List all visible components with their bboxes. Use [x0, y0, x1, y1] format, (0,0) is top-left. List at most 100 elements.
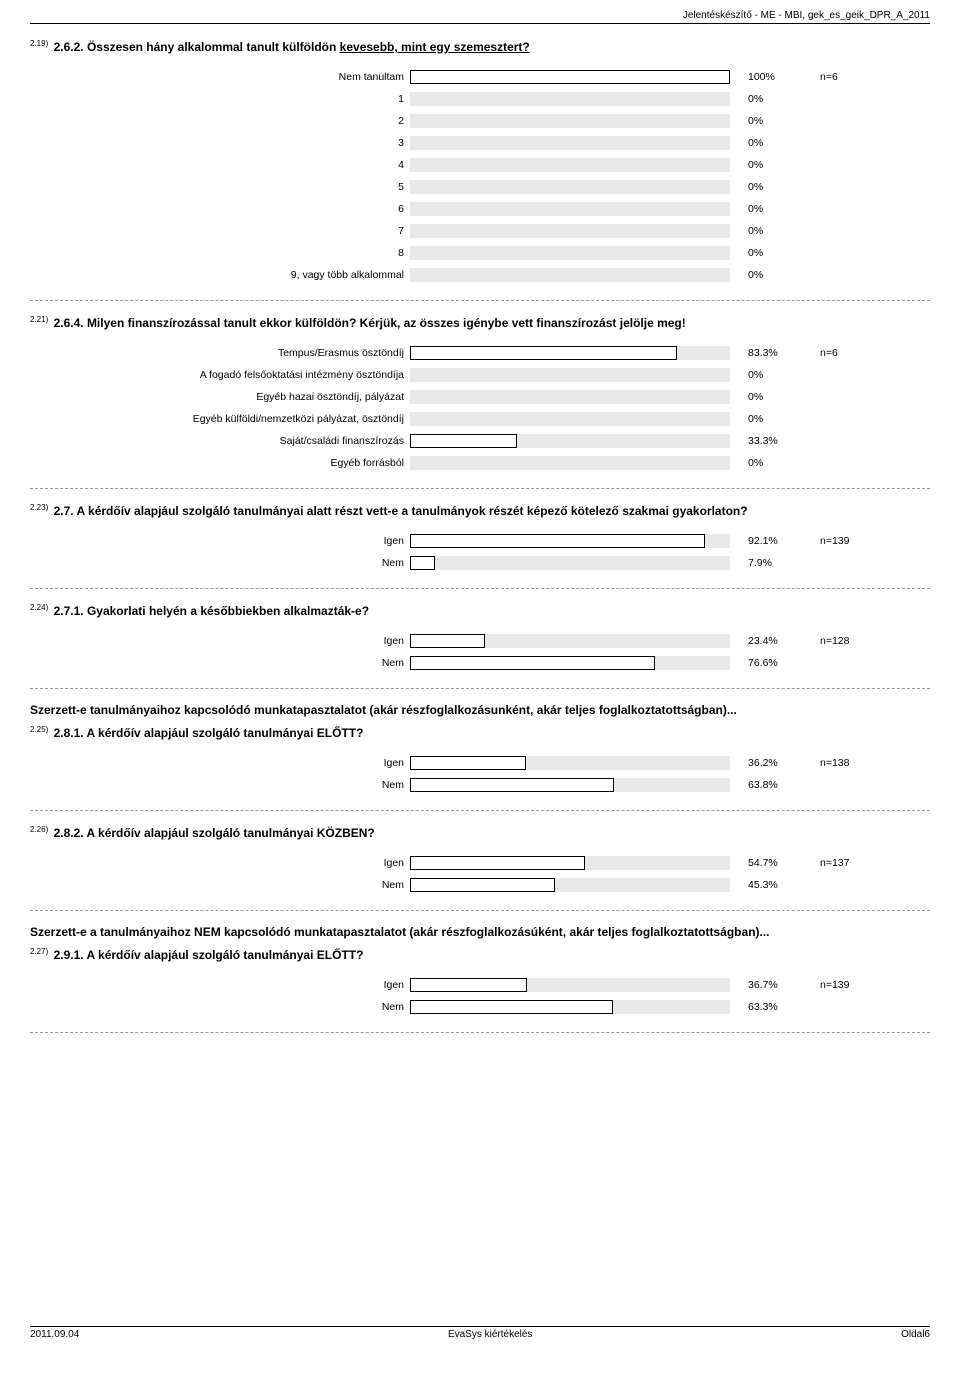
bar-background: [410, 114, 730, 128]
question-text: A kérdőív alapjául szolgáló tanulmányai …: [76, 504, 747, 518]
answer-bar: [410, 778, 730, 792]
answer-row: Nem76.6%: [30, 652, 930, 674]
answer-percent: 92.1%: [730, 535, 810, 547]
answer-row: Egyéb hazai ösztöndíj, pályázat0%: [30, 386, 930, 408]
answer-label: 6: [30, 203, 410, 215]
answer-percent: 23.4%: [730, 635, 810, 647]
answer-bar: [410, 246, 730, 260]
separator: [30, 588, 930, 589]
page: Jelentéskészítő - ME - MBI, gek_es_geik_…: [0, 0, 960, 1350]
question-block: 2.26) 2.8.2. A kérdőív alapjául szolgáló…: [30, 825, 930, 896]
answer-bar: [410, 180, 730, 194]
question-block: 2.27) 2.9.1. A kérdőív alapjául szolgáló…: [30, 947, 930, 1018]
question-number-sup: 2.23): [30, 503, 48, 512]
answer-percent: 100%: [730, 71, 810, 83]
answer-percent: 45.3%: [730, 879, 810, 891]
answer-row: Egyéb külföldi/nemzetközi pályázat, öszt…: [30, 408, 930, 430]
answer-label: 8: [30, 247, 410, 259]
answer-bar: [410, 114, 730, 128]
answer-bar: [410, 878, 730, 892]
question-title: 2.25) 2.8.1. A kérdőív alapjául szolgáló…: [30, 725, 930, 740]
question-title: 2.27) 2.9.1. A kérdőív alapjául szolgáló…: [30, 947, 930, 962]
question-title: 2.24) 2.7.1. Gyakorlati helyén a későbbi…: [30, 603, 930, 618]
answer-label: Nem: [30, 557, 410, 569]
answer-bar: [410, 368, 730, 382]
answer-percent: 0%: [730, 203, 810, 215]
question-number: 2.8.2.: [50, 826, 86, 840]
answer-bar: [410, 1000, 730, 1014]
answer-label: Igen: [30, 635, 410, 647]
question-text: Milyen finanszírozással tanult ekkor kül…: [87, 316, 686, 330]
bar-background: [410, 456, 730, 470]
bar-background: [410, 268, 730, 282]
bar-fill: [410, 856, 585, 870]
question-number: 2.9.1.: [50, 948, 86, 962]
answer-label: Nem: [30, 879, 410, 891]
answer-label: A fogadó felsőoktatási intézmény ösztönd…: [30, 369, 410, 381]
question-title: 2.26) 2.8.2. A kérdőív alapjául szolgáló…: [30, 825, 930, 840]
question-text: A kérdőív alapjául szolgáló tanulmányai …: [86, 948, 363, 962]
answer-label: Egyéb külföldi/nemzetközi pályázat, öszt…: [30, 413, 410, 425]
answer-bar: [410, 978, 730, 992]
answer-label: 1: [30, 93, 410, 105]
answer-bar: [410, 456, 730, 470]
question-text: Összesen hány alkalommal tanult külföldö…: [87, 40, 340, 54]
question-number: 2.6.4.: [50, 316, 87, 330]
question-title: 2.19) 2.6.2. Összesen hány alkalommal ta…: [30, 39, 930, 54]
bar-background: [410, 224, 730, 238]
question-number-sup: 2.26): [30, 825, 48, 834]
answer-label: Igen: [30, 757, 410, 769]
bar-fill: [410, 1000, 613, 1014]
answer-label: 5: [30, 181, 410, 193]
answer-row: Igen36.2%n=138: [30, 752, 930, 774]
answer-percent: 33.3%: [730, 435, 810, 447]
answer-label: Nem: [30, 1001, 410, 1013]
question-text: Gyakorlati helyén a későbbiekben alkalma…: [87, 604, 369, 618]
answer-label: Igen: [30, 535, 410, 547]
answer-bar: [410, 412, 730, 426]
answer-label: Egyéb forrásból: [30, 457, 410, 469]
answer-label: 7: [30, 225, 410, 237]
answer-row: A fogadó felsőoktatási intézmény ösztönd…: [30, 364, 930, 386]
question-block: 2.19) 2.6.2. Összesen hány alkalommal ta…: [30, 39, 930, 286]
answer-n: n=139: [810, 979, 890, 991]
separator: [30, 910, 930, 911]
answer-bar: [410, 136, 730, 150]
question-title: 2.23) 2.7. A kérdőív alapjául szolgáló t…: [30, 503, 930, 518]
question-number-sup: 2.24): [30, 603, 48, 612]
answer-n: n=139: [810, 535, 890, 547]
question-number-sup: 2.25): [30, 725, 48, 734]
answer-bar: [410, 346, 730, 360]
separator: [30, 688, 930, 689]
answer-row: Tempus/Erasmus ösztöndíj83.3%n=6: [30, 342, 930, 364]
question-number: 2.7.: [50, 504, 76, 518]
answer-bar: [410, 434, 730, 448]
answer-bar: [410, 634, 730, 648]
answer-percent: 7.9%: [730, 557, 810, 569]
answer-percent: 0%: [730, 93, 810, 105]
answer-percent: 0%: [730, 159, 810, 171]
separator: [30, 300, 930, 301]
answer-percent: 0%: [730, 369, 810, 381]
answer-percent: 54.7%: [730, 857, 810, 869]
footer-page: Oldal6: [901, 1329, 930, 1340]
answer-row: 40%: [30, 154, 930, 176]
answer-label: Saját/családi finanszírozás: [30, 435, 410, 447]
footer-center: EvaSys kiértékelés: [448, 1329, 532, 1340]
question-text: A kérdőív alapjául szolgáló tanulmányai …: [86, 726, 363, 740]
bar-fill: [410, 756, 526, 770]
answer-percent: 0%: [730, 269, 810, 281]
answer-row: Egyéb forrásból0%: [30, 452, 930, 474]
bar-background: [410, 412, 730, 426]
bar-background: [410, 368, 730, 382]
answer-label: Tempus/Erasmus ösztöndíj: [30, 347, 410, 359]
answer-n: n=137: [810, 857, 890, 869]
bar-fill: [410, 534, 705, 548]
question-number-sup: 2.19): [30, 39, 48, 48]
separator: [30, 1032, 930, 1033]
question-text-underline: kevesebb, mint egy szemesztert?: [340, 40, 530, 54]
answer-bar: [410, 158, 730, 172]
bar-fill: [410, 778, 614, 792]
answer-label: Nem tanultam: [30, 71, 410, 83]
answer-percent: 63.8%: [730, 779, 810, 791]
